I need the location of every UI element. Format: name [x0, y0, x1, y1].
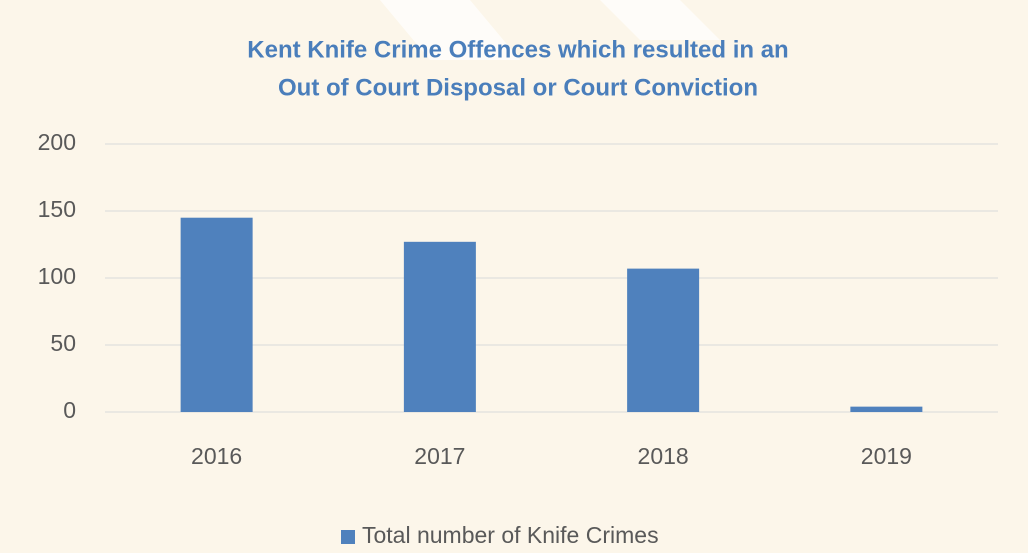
y-tick-label: 0	[63, 397, 76, 423]
legend-swatch	[341, 530, 355, 544]
decor-stripe	[380, 0, 520, 60]
x-tick-label: 2019	[861, 443, 912, 469]
decor-stripe	[600, 0, 720, 40]
x-tick-label: 2017	[414, 443, 465, 469]
chart-title: Kent Knife Crime Offences which resulted…	[247, 36, 788, 63]
bar	[627, 268, 700, 412]
y-tick-label: 50	[50, 330, 76, 356]
y-tick-label: 150	[38, 196, 76, 222]
x-tick-label: 2018	[638, 443, 689, 469]
chart-title: Out of Court Disposal or Court Convictio…	[278, 74, 758, 101]
legend-label: Total number of Knife Crimes	[362, 522, 659, 548]
y-tick-label: 200	[38, 129, 76, 155]
bar	[403, 241, 476, 412]
x-tick-label: 2016	[191, 443, 242, 469]
bar	[850, 406, 923, 412]
bar	[180, 217, 253, 412]
y-tick-label: 100	[38, 263, 76, 289]
